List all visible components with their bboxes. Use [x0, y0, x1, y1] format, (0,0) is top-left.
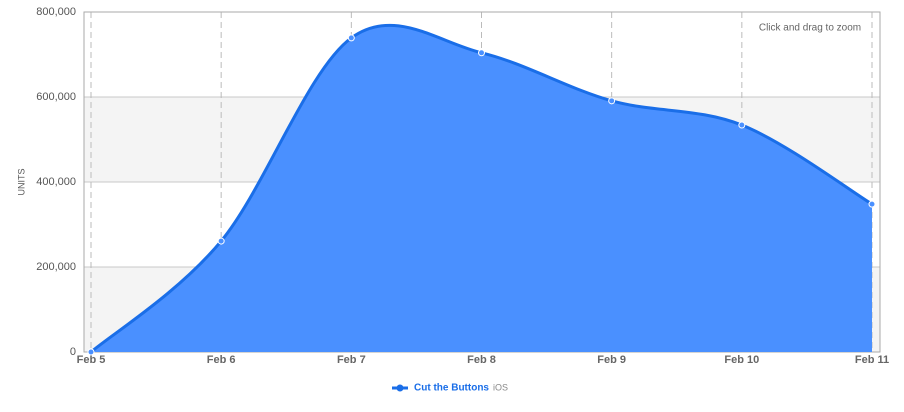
- x-tick-label: Feb 10: [724, 354, 759, 366]
- y-tick-label: 400,000: [36, 176, 76, 188]
- legend-marker: [396, 384, 404, 392]
- point: [217, 237, 225, 245]
- point: [87, 348, 95, 356]
- y-axis-title: UNITS: [16, 169, 26, 196]
- x-tick-label: Feb 6: [207, 354, 236, 366]
- x-tick-label: Feb 9: [597, 354, 626, 366]
- point: [608, 97, 616, 105]
- legend-platform: iOS: [493, 382, 508, 392]
- x-tick-label: Feb 7: [337, 354, 366, 366]
- x-tick-label: Feb 5: [77, 354, 106, 366]
- legend-label: Cut the Buttons: [414, 383, 489, 394]
- zoom-hint: Click and drag to zoom: [759, 23, 861, 34]
- area-fill: [91, 25, 872, 352]
- x-tick-label: Feb 11: [855, 354, 889, 366]
- x-tick-label: Feb 8: [467, 354, 496, 366]
- y-tick-label: 200,000: [36, 261, 76, 273]
- point: [478, 49, 485, 57]
- y-tick-label: 800,000: [36, 6, 76, 18]
- point: [347, 34, 355, 42]
- y-tick-label: 0: [70, 346, 76, 358]
- point: [868, 200, 876, 208]
- y-tick-label: 600,000: [36, 91, 76, 103]
- point: [738, 121, 746, 129]
